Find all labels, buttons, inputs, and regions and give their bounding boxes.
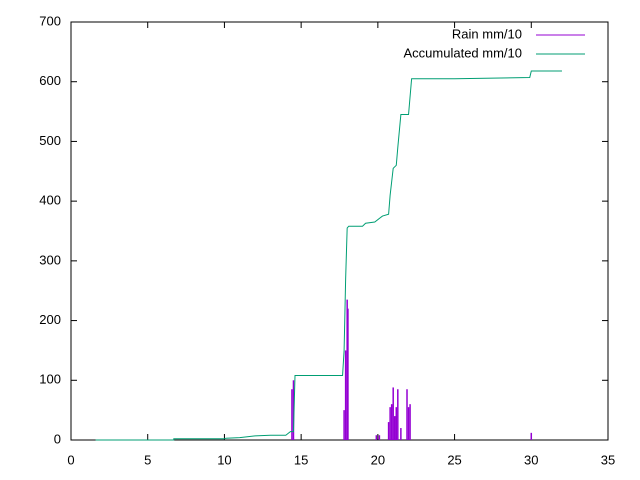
x-tick-label: 10 — [217, 452, 231, 467]
plot-border — [70, 21, 609, 441]
x-tick-label: 5 — [144, 452, 151, 467]
x-tick-label: 20 — [371, 452, 385, 467]
x-tick-label: 30 — [524, 452, 538, 467]
y-tick-label: 300 — [39, 252, 61, 267]
legend-label: Rain mm/10 — [452, 26, 522, 41]
x-tick-label: 35 — [601, 452, 615, 467]
y-tick-label: 700 — [39, 13, 61, 28]
y-tick-label: 0 — [54, 431, 61, 446]
y-tick-label: 200 — [39, 312, 61, 327]
y-tick-label: 500 — [39, 133, 61, 148]
x-tick-label: 15 — [294, 452, 308, 467]
legend-label: Accumulated mm/10 — [404, 45, 523, 60]
y-tick-label: 600 — [39, 73, 61, 88]
x-tick-label: 25 — [447, 452, 461, 467]
y-tick-label: 100 — [39, 372, 61, 387]
y-tick-label: 400 — [39, 193, 61, 208]
line — [95, 70, 562, 441]
x-tick-label: 0 — [67, 452, 74, 467]
